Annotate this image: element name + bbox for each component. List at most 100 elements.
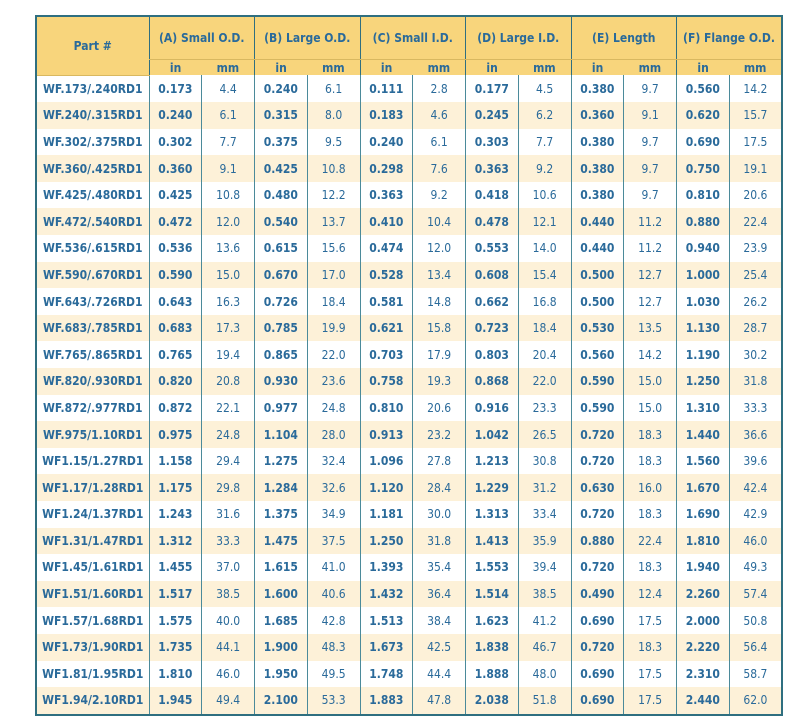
inch-value-cell: 2.260 [676, 580, 730, 608]
mm-value-cell: 14.8 [412, 288, 466, 315]
mm-value-cell: 22.4 [728, 208, 782, 236]
mm-value-cell: 31.6 [201, 501, 255, 528]
inch-value-cell: 0.621 [359, 314, 413, 342]
mm-value-cell: 15.8 [412, 314, 466, 342]
inch-value-cell: 0.530 [570, 314, 624, 342]
part-number-cell: WF.872/.977RD1 [42, 400, 143, 415]
inch-value-cell: 1.517 [148, 580, 202, 608]
table-row: WF1.57/1.68RD1 1.575 40.0 1.685 42.8 1.513 38.… [36, 607, 782, 634]
inch-value-cell: 0.173 [148, 75, 202, 103]
inch-value-cell: 0.177 [465, 75, 519, 103]
mm-value-cell: 8.0 [306, 102, 360, 129]
inch-value-cell: 0.940 [676, 235, 730, 262]
mm-value-cell: 29.8 [201, 474, 255, 501]
mm-value-cell: 9.7 [623, 128, 677, 156]
mm-value-cell: 20.6 [728, 181, 782, 209]
mm-value-cell: 48.0 [517, 660, 571, 688]
mm-value-cell: 9.1 [201, 155, 255, 182]
inch-value-cell: 1.560 [676, 447, 730, 475]
mm-value-cell: 12.2 [306, 181, 360, 209]
inch-value-cell: 0.916 [465, 394, 519, 422]
mm-value-cell: 9.2 [517, 155, 571, 182]
mm-value-cell: 4.5 [517, 75, 571, 103]
part-number-cell: WF1.17/1.28RD1 [36, 474, 149, 501]
mm-value-cell: 23.9 [728, 235, 782, 262]
inch-value-cell: 0.528 [359, 261, 413, 289]
mm-value-cell: 47.8 [412, 687, 466, 716]
inch-value-cell: 0.560 [676, 75, 730, 103]
inch-value-cell: 1.432 [359, 580, 413, 608]
mm-value-cell: 14.2 [728, 75, 782, 103]
header-dimension: (D) Large I.D. [465, 16, 571, 60]
inch-value-cell: 0.670 [254, 261, 308, 289]
mm-value-cell: 10.8 [201, 181, 255, 209]
inch-value-cell: 0.480 [254, 181, 308, 209]
inch-value-cell: 0.490 [570, 580, 624, 608]
inch-value-cell: 0.720 [570, 501, 624, 528]
part-number-cell: WF.472/.540RD1 [36, 208, 149, 236]
inch-value-cell: 1.213 [465, 447, 519, 475]
part-number-cell: WF.975/1.10RD1 [36, 421, 149, 448]
mm-value-cell: 23.6 [306, 368, 360, 395]
mm-value-cell: 10.4 [412, 208, 466, 236]
inch-value-cell: 2.000 [676, 607, 730, 634]
mm-value-cell: 33.3 [201, 527, 255, 555]
inch-value-cell: 0.303 [465, 128, 519, 156]
header-dimension: (A) Small O.D. [148, 16, 255, 60]
part-number-cell: WF.240/.315RD1 [36, 102, 149, 129]
inch-value-cell: 0.720 [570, 421, 624, 448]
mm-value-cell: 12.7 [623, 261, 677, 289]
inch-value-cell: 0.720 [570, 554, 624, 581]
inch-value-cell: 0.868 [465, 368, 519, 395]
unit-in-label: in [254, 59, 308, 75]
inch-value-cell: 2.220 [676, 633, 730, 661]
inch-value-cell: 0.643 [148, 288, 202, 315]
mm-value-cell: 18.3 [623, 501, 677, 528]
inch-value-cell: 0.690 [570, 660, 624, 688]
inch-value-cell: 0.240 [254, 75, 308, 103]
part-number-cell: WF.820/.930RD1 [36, 368, 149, 395]
part-number-cell: WF1.45/1.61RD1 [42, 560, 144, 575]
inch-value-cell: 1.250 [359, 527, 413, 555]
inch-value-cell: 1.096 [359, 447, 413, 475]
mm-value-cell: 12.4 [623, 580, 677, 608]
mm-value-cell: 44.4 [412, 660, 466, 688]
mm-value-cell: 9.7 [623, 155, 677, 182]
mm-value-cell: 9.2 [412, 181, 466, 209]
mm-value-cell: 57.4 [728, 580, 782, 608]
mm-value-cell: 41.2 [517, 607, 571, 634]
mm-value-cell: 27.8 [412, 447, 466, 475]
mm-value-cell: 7.7 [201, 128, 255, 156]
mm-value-cell: 17.0 [306, 261, 360, 289]
mm-value-cell: 17.3 [201, 314, 255, 342]
mm-value-cell: 10.8 [306, 155, 360, 182]
table-row: WF.643/.726RD1 0.643 16.3 0.726 18.4 0.581 14.… [36, 288, 782, 315]
unit-mm-label: mm [729, 59, 782, 75]
mm-value-cell: 13.5 [623, 314, 677, 342]
table-row: WF.683/.785RD1 0.683 17.3 0.785 19.9 0.621 15.… [36, 314, 782, 342]
inch-value-cell: 1.670 [676, 474, 730, 501]
mm-value-cell: 9.7 [623, 75, 677, 103]
mm-value-cell: 38.5 [517, 580, 571, 608]
mm-value-cell: 9.1 [623, 102, 677, 129]
inch-value-cell: 0.703 [359, 341, 413, 369]
inch-value-cell: 0.608 [465, 261, 519, 289]
inch-value-cell: 0.758 [359, 368, 413, 395]
mm-value-cell: 17.5 [728, 128, 782, 156]
inch-value-cell: 1.275 [254, 447, 308, 475]
inch-value-cell: 1.158 [148, 447, 202, 475]
mm-value-cell: 20.8 [201, 368, 255, 395]
mm-value-cell: 18.4 [306, 288, 360, 315]
inch-value-cell: 0.425 [254, 155, 308, 182]
mm-value-cell: 18.3 [623, 421, 677, 448]
inch-value-cell: 0.302 [148, 128, 202, 156]
mm-value-cell: 15.6 [306, 235, 360, 262]
inch-value-cell: 1.690 [676, 501, 730, 528]
inch-value-cell: 0.880 [570, 527, 624, 555]
mm-value-cell: 37.5 [306, 527, 360, 555]
inch-value-cell: 0.615 [254, 235, 308, 262]
unit-mm-label: mm [412, 59, 466, 75]
mm-value-cell: 42.9 [728, 501, 782, 528]
inch-value-cell: 1.900 [254, 633, 308, 661]
mm-value-cell: 24.8 [306, 394, 360, 422]
